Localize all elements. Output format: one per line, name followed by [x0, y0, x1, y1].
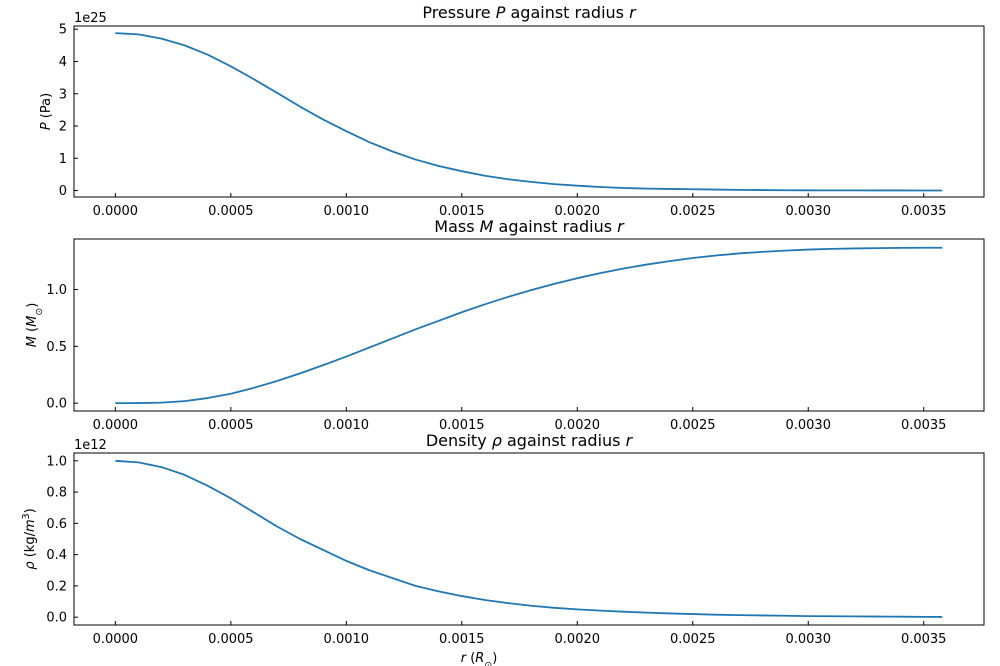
x-tick-label: 0.0015 — [439, 632, 485, 647]
series-line-1 — [115, 246, 943, 405]
x-tick-label: 0.0030 — [785, 204, 831, 219]
x-tick-label: 0.0000 — [93, 418, 139, 433]
x-tick-label: 0.0015 — [439, 204, 485, 219]
y-tick-label: 3 — [59, 87, 67, 102]
y-axis-label: P (Pa) — [39, 93, 54, 130]
y-tick-label: 0.2 — [46, 579, 67, 594]
y-tick-label: 0.0 — [46, 397, 67, 412]
y-tick-label: 0.8 — [46, 486, 67, 501]
x-tick-label: 0.0005 — [208, 632, 254, 647]
axes-frame — [73, 25, 985, 198]
x-tick-label: 0.0030 — [785, 418, 831, 433]
y-tick-label: 1 — [59, 152, 67, 167]
y-axis-label: ρ (kg/m3) — [21, 508, 39, 569]
x-tick-label: 0.0020 — [555, 204, 601, 219]
y-tick-label: 0.4 — [46, 548, 67, 563]
subplot-title: Mass M against radius r — [434, 217, 625, 236]
subplot-title: Pressure P against radius r — [422, 3, 637, 22]
x-tick-label: 0.0020 — [555, 632, 601, 647]
subplot-1: 0.0000 0.0005 0.0010 0.0015 0.0020 0.0025 0.00… — [39, 3, 985, 219]
x-tick-label: 0.0010 — [324, 632, 370, 647]
y-tick-label: 0 — [59, 184, 67, 199]
y-offset-label: 1e12 — [74, 438, 107, 453]
x-tick-label: 0.0000 — [93, 204, 139, 219]
x-tick-label: 0.0025 — [670, 632, 716, 647]
y-tick-label: 0.5 — [46, 340, 67, 355]
x-tick-label: 0.0005 — [208, 418, 254, 433]
x-tick-label: 0.0000 — [93, 632, 139, 647]
x-axis-label: r (R⊙) — [461, 651, 498, 666]
subplot-title: Density ρ against radius r — [426, 431, 634, 450]
series-line-1 — [115, 32, 943, 192]
x-tick-label: 0.0020 — [555, 418, 601, 433]
y-tick-label: 5 — [59, 23, 67, 38]
y-tick-label: 1.0 — [46, 283, 67, 298]
y-tick-label: 0.0 — [46, 611, 67, 626]
x-tick-label: 0.0035 — [901, 204, 947, 219]
x-tick-label: 0.0025 — [670, 418, 716, 433]
x-tick-label: 0.0035 — [901, 418, 947, 433]
subplot-3: 0.0000 0.0005 0.0010 0.0015 0.0020 0.0025 0.00… — [21, 431, 985, 666]
x-tick-label: 0.0015 — [439, 418, 485, 433]
y-tick-label: 0.6 — [46, 517, 67, 532]
axes-frame — [73, 238, 985, 412]
y-axis-label: M (M⊙) — [25, 303, 45, 348]
axes-frame — [73, 452, 985, 626]
x-tick-label: 0.0010 — [324, 418, 370, 433]
x-tick-label: 0.0030 — [785, 632, 831, 647]
x-tick-label: 0.0010 — [324, 204, 370, 219]
subplot-2: 0.0000 0.0005 0.0010 0.0015 0.0020 0.0025 0.00… — [25, 217, 985, 433]
x-tick-label: 0.0005 — [208, 204, 254, 219]
y-tick-label: 1.0 — [46, 454, 67, 469]
x-tick-label: 0.0035 — [901, 632, 947, 647]
y-tick-label: 2 — [59, 120, 67, 135]
y-offset-label: 1e25 — [74, 11, 107, 26]
series-line-1 — [115, 459, 943, 618]
y-tick-label: 4 — [59, 55, 67, 70]
x-tick-label: 0.0025 — [670, 204, 716, 219]
